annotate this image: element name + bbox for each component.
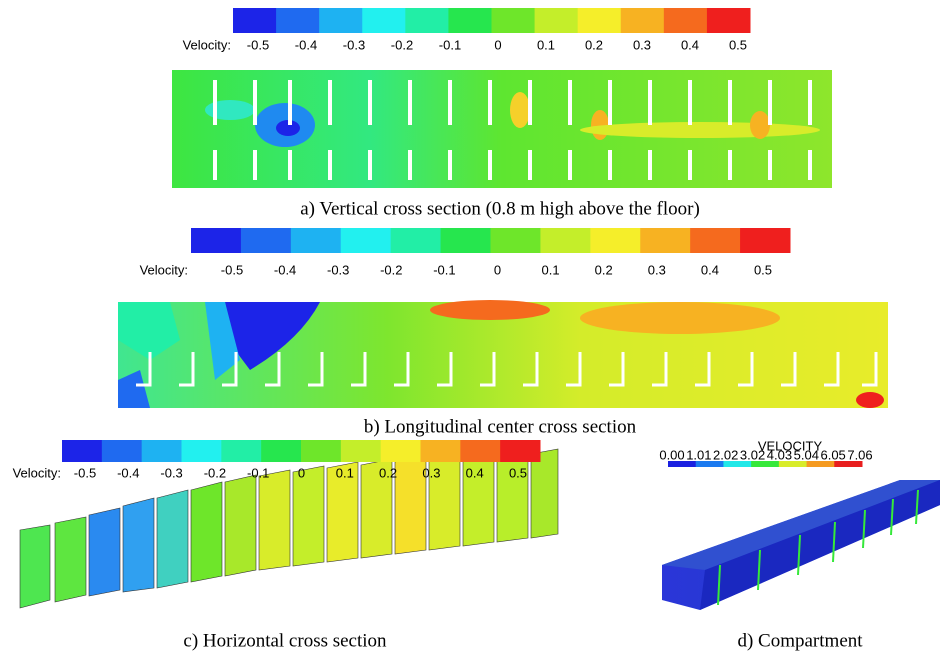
colorbar-swatch <box>301 440 341 462</box>
colorbar-swatch <box>640 228 690 253</box>
colorbar-tick-label: 6.05 <box>820 447 845 462</box>
colorbar-tick-label: 0 <box>494 37 501 52</box>
colorbar-swatch <box>291 228 341 253</box>
compartment-3d <box>662 480 940 610</box>
colorbar-swatch <box>740 228 790 253</box>
caption: c) Horizontal cross section <box>183 630 387 651</box>
colorbar-label: Velocity: <box>183 37 231 52</box>
caption: d) Compartment <box>737 630 863 651</box>
colorbar-tick-label: -0.5 <box>247 37 269 52</box>
colorbar-swatch <box>341 228 391 253</box>
colorbar-tick-label: 3.02 <box>740 447 765 462</box>
colorbar-tick-label: -0.1 <box>247 465 269 480</box>
colorbar-tick-label: 0.2 <box>595 262 613 277</box>
contour-a <box>172 70 832 188</box>
colorbar-swatch <box>535 8 579 33</box>
colorbar-tick-label: -0.1 <box>439 37 461 52</box>
colorbar-swatch <box>690 228 740 253</box>
colorbar-tick-label: 0.3 <box>422 465 440 480</box>
colorbar-swatch <box>221 440 261 462</box>
colorbar-tick-label: 0.5 <box>509 465 527 480</box>
colorbar-tick-label: -0.2 <box>204 465 226 480</box>
colorbar-tick-label: 0.3 <box>648 262 666 277</box>
colorbar-tick-label: -0.3 <box>327 262 349 277</box>
colorbar-label: Velocity: <box>13 465 61 480</box>
colorbar-tick-label: 0.1 <box>542 262 560 277</box>
colorbar-swatch <box>62 440 102 462</box>
colorbar-tick-label: 4.03 <box>767 447 792 462</box>
colorbar-tick-label: -0.2 <box>391 37 413 52</box>
colorbar-swatch <box>460 440 500 462</box>
colorbar-swatch <box>421 440 461 462</box>
colorbar-swatch <box>448 8 492 33</box>
colorbar-tick-label: 0.1 <box>336 465 354 480</box>
colorbar-tick-label: 0.4 <box>466 465 484 480</box>
colorbar-swatch <box>405 8 449 33</box>
colorbar-swatch <box>621 8 665 33</box>
colorbar-tick-label: 0.3 <box>633 37 651 52</box>
caption: a) Vertical cross section (0.8 m high ab… <box>300 198 700 219</box>
colorbar-tick-label: -0.3 <box>160 465 182 480</box>
colorbar-swatch <box>319 8 363 33</box>
colorbar-swatch <box>491 228 541 253</box>
colorbar-swatch <box>500 440 540 462</box>
colorbar-tick-label: 0.2 <box>585 37 603 52</box>
colorbar-label: Velocity: <box>140 262 188 277</box>
colorbar-tick-label: 0 <box>298 465 305 480</box>
colorbar-swatch <box>441 228 491 253</box>
colorbar-tick-label: -0.4 <box>274 262 296 277</box>
colorbar-swatch <box>362 8 406 33</box>
colorbar-tick-label: -0.3 <box>343 37 365 52</box>
colorbar-tick-label: 1.01 <box>686 447 711 462</box>
colorbar-swatch <box>381 440 421 462</box>
colorbar-tick-label: 0 <box>494 262 501 277</box>
colorbar-tick-label: -0.4 <box>295 37 317 52</box>
colorbar-swatch <box>261 440 301 462</box>
colorbar-tick-label: 0.1 <box>537 37 555 52</box>
colorbar-tick-label: 0.5 <box>729 37 747 52</box>
colorbar-tick-label: -0.5 <box>221 262 243 277</box>
colorbar-swatch <box>276 8 320 33</box>
colorbar-swatch <box>540 228 590 253</box>
colorbar-tick-label: 0.2 <box>379 465 397 480</box>
colorbar-swatch <box>664 8 708 33</box>
colorbar-tick-label: 0.4 <box>701 262 719 277</box>
colorbar-swatch <box>102 440 142 462</box>
colorbar-swatch <box>191 228 241 253</box>
colorbar-swatch <box>241 228 291 253</box>
colorbar-tick-label: -0.4 <box>117 465 139 480</box>
colorbar-tick-label: -0.2 <box>380 262 402 277</box>
colorbar-tick-label: 2.02 <box>713 447 738 462</box>
colorbar-tick-label: 0.00 <box>659 447 684 462</box>
colorbar-tick-label: -0.1 <box>433 262 455 277</box>
colorbar-tick-label: -0.5 <box>74 465 96 480</box>
colorbar-swatch <box>391 228 441 253</box>
contour-b <box>118 300 888 408</box>
figure: Velocity: -0.5 -0.4 -0.3 -0.2 -0.1 0 0.1 0.2 0.3 0… <box>0 0 940 654</box>
colorbar-swatch <box>182 440 222 462</box>
colorbar-swatch <box>492 8 536 33</box>
colorbar-tick-label: 0.5 <box>754 262 772 277</box>
colorbar-swatch <box>590 228 640 253</box>
colorbar-tick-label: 5.04 <box>794 447 819 462</box>
colorbar-tick-label: 7.06 <box>847 447 872 462</box>
colorbar-swatch <box>233 8 277 33</box>
colorbar-tick-label: 0.4 <box>681 37 699 52</box>
colorbar-swatch <box>142 440 182 462</box>
caption: b) Longitudinal center cross section <box>364 416 637 437</box>
colorbar-swatch <box>341 440 381 462</box>
colorbar-swatch <box>707 8 751 33</box>
colorbar-swatch <box>578 8 622 33</box>
